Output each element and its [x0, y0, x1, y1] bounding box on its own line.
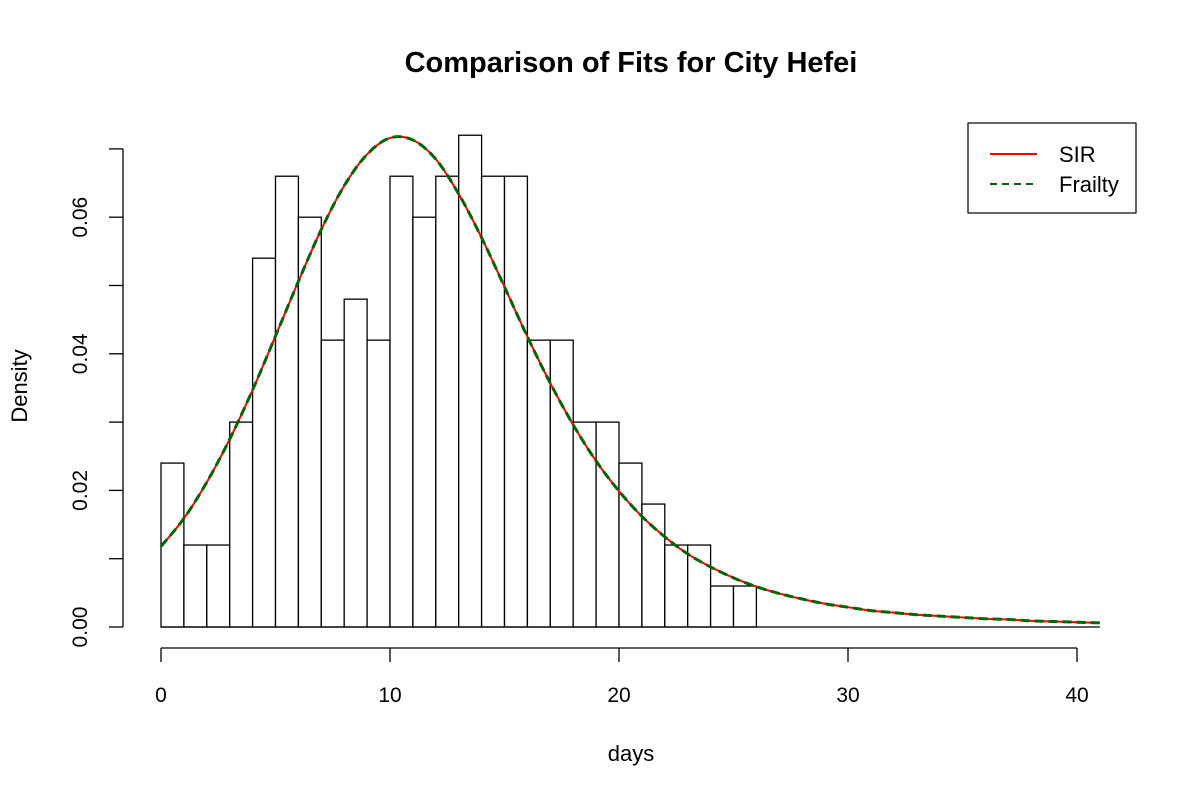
- histogram-bar: [572, 421, 597, 628]
- histogram-bar: [595, 421, 620, 628]
- x-tick-label: 30: [836, 684, 859, 707]
- histogram-bars: [160, 134, 1100, 628]
- y-axis: 0.00 0.02 0.04 0.06: [69, 148, 124, 648]
- fit-curves: [159, 135, 1100, 625]
- histogram-bar: [297, 216, 322, 628]
- histogram-bar: [389, 175, 414, 628]
- y-tick-label: 0.00: [69, 607, 92, 648]
- x-tick-label: 10: [378, 684, 401, 707]
- y-tick-label: 0.04: [69, 333, 92, 374]
- x-axis-label: days: [608, 741, 654, 766]
- histogram-bar: [503, 175, 529, 628]
- histogram-bar: [229, 421, 254, 628]
- x-tick-label: 40: [1065, 684, 1088, 707]
- histogram-bar: [320, 339, 345, 628]
- histogram-bar: [618, 462, 643, 628]
- histogram-bar: [251, 257, 277, 628]
- y-tick-label: 0.06: [69, 197, 92, 238]
- x-tick-label: 20: [607, 684, 630, 707]
- legend-box: [967, 122, 1137, 214]
- histogram-bar: [183, 544, 208, 628]
- x-axis: 0 10 20 30 40: [155, 647, 1089, 707]
- histogram-bar: [458, 134, 483, 628]
- histogram-bar: [549, 339, 574, 628]
- series-line-frailty: [159, 135, 1100, 625]
- histogram-bar: [366, 339, 391, 628]
- histogram-bar: [709, 585, 735, 628]
- histogram-bar: [274, 175, 300, 628]
- histogram-bar: [664, 544, 689, 628]
- histogram-bar: [160, 462, 185, 628]
- legend: SIR Frailty: [967, 122, 1137, 214]
- chart-title: Comparison of Fits for City Hefei: [405, 47, 858, 79]
- y-axis-label: Density: [7, 349, 32, 422]
- histogram-bar: [343, 298, 368, 628]
- histogram-bar: [526, 339, 551, 628]
- histogram-bar: [732, 585, 758, 628]
- histogram-bar: [206, 544, 231, 628]
- histogram-bar: [435, 175, 460, 628]
- legend-label-sir: SIR: [1059, 142, 1096, 167]
- histogram-bar: [641, 503, 666, 628]
- x-tick-label: 0: [155, 684, 167, 707]
- y-tick-label: 0.02: [69, 470, 92, 511]
- histogram-bar: [412, 216, 437, 628]
- histogram-bar: [687, 544, 712, 628]
- legend-label-frailty: Frailty: [1059, 172, 1119, 197]
